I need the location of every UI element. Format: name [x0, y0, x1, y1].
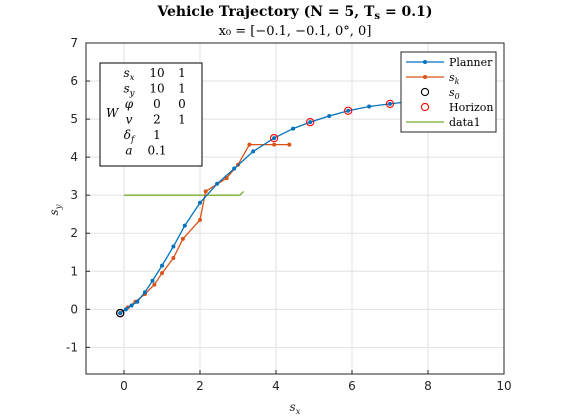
- weights-row-symbol: a: [125, 144, 132, 158]
- horizon-marker: [269, 133, 279, 143]
- y-tick-label: -1: [66, 340, 78, 354]
- series-point-sk: [203, 189, 208, 194]
- series-point-Planner: [182, 223, 187, 228]
- y-tick-label: 6: [70, 74, 78, 88]
- series-point-Planner: [135, 299, 140, 304]
- series-point-Planner: [160, 263, 164, 268]
- series-point-Planner: [198, 200, 202, 205]
- series-point-sk: [198, 217, 202, 222]
- series-point-Planner: [251, 149, 256, 154]
- weights-row-value-b: 1: [178, 113, 186, 127]
- series-point-Planner: [232, 166, 237, 171]
- series-point-Planner: [388, 101, 392, 106]
- series-point-sk: [180, 236, 185, 241]
- series-point-Planner: [129, 303, 134, 308]
- x-tick-label: 8: [424, 379, 432, 393]
- y-tick-label: 7: [70, 36, 78, 50]
- legend-label: sk: [449, 71, 460, 86]
- x-tick-label: 0: [120, 379, 128, 393]
- legend-circle: [420, 102, 430, 112]
- weights-row-value-a: 10: [149, 66, 164, 80]
- series-point-sk: [287, 142, 292, 147]
- series-point-sk: [272, 142, 277, 147]
- weights-row-value-a: 1: [153, 128, 161, 142]
- weights-row-value-b: 0: [178, 97, 186, 111]
- legend-dot: [423, 75, 427, 79]
- weights-row-value-a: 0.1: [147, 144, 166, 158]
- weights-row-value-a: 2: [153, 113, 161, 127]
- s0-marker: [115, 308, 125, 318]
- legend-box: [400, 51, 497, 133]
- series-point-Planner: [308, 120, 313, 125]
- horizon-marker: [344, 106, 353, 115]
- series-point-sk: [247, 142, 252, 147]
- series-point-sk: [152, 282, 157, 287]
- weights-row-symbol: sy: [123, 82, 134, 99]
- series-line-data1: [124, 190, 245, 196]
- y-tick-label: 5: [70, 112, 78, 126]
- weights-row-symbol: φ: [125, 97, 134, 111]
- series-point-Planner: [346, 108, 351, 113]
- legend-label: s0: [449, 86, 460, 101]
- series-point-Planner: [291, 126, 296, 131]
- weights-label: W: [106, 106, 120, 120]
- legend-label: data1: [449, 116, 481, 129]
- y-axis-label: sy: [47, 204, 64, 215]
- series-point-Planner: [142, 290, 147, 295]
- series-point-Planner: [150, 278, 155, 283]
- series-point-Planner: [123, 307, 128, 312]
- weights-row-value-b: 1: [178, 82, 186, 96]
- weights-row-symbol: v: [126, 113, 133, 127]
- y-tick-label: 4: [70, 150, 78, 164]
- weights-row-symbol: δf: [124, 128, 136, 145]
- weights-row-value-a: 10: [149, 82, 164, 96]
- horizon-marker: [385, 99, 395, 109]
- y-tick-label: 3: [70, 188, 78, 202]
- series-point-Planner: [171, 244, 176, 249]
- plot-data: [115, 98, 430, 318]
- weights-row-value-b: 1: [178, 66, 186, 80]
- x-tick-label: 4: [272, 379, 280, 393]
- legend-dot: [423, 60, 427, 64]
- x-tick-label: 2: [196, 379, 204, 393]
- series-point-sk: [171, 255, 176, 260]
- chart-subtitle: x₀ = [−0.1, −0.1, 0°, 0]: [219, 24, 372, 39]
- weights-row-value-a: 0: [153, 97, 161, 111]
- chart-title: Vehicle Trajectory (N = 5, Ts = 0.1): [156, 4, 432, 22]
- horizon-marker: [306, 117, 315, 127]
- legend-circle: [420, 87, 430, 97]
- weights-row-symbol: sx: [123, 66, 134, 83]
- series-point-Planner: [272, 136, 277, 141]
- x-tick-label: 6: [348, 379, 356, 393]
- weights-table: Wsx 10 1sy 10 1φ 0 0v 2 1δf 1a 0.1: [99, 62, 203, 167]
- y-tick-label: 2: [70, 226, 78, 240]
- axes-box: [85, 42, 505, 375]
- series-point-sk: [160, 271, 164, 276]
- series-point-Planner: [327, 114, 332, 119]
- x-axis-label: sx: [289, 400, 300, 417]
- series-line-Planner: [119, 99, 429, 314]
- x-tick-label: 10: [496, 379, 511, 393]
- series-point-Planner: [215, 181, 220, 186]
- series-point-Planner: [118, 311, 123, 316]
- series-point-Planner: [367, 104, 372, 109]
- y-tick-label: 0: [70, 302, 78, 316]
- legend-label: Planner: [449, 56, 493, 69]
- weights-table-box: [99, 62, 203, 167]
- series-line-sk: [119, 143, 290, 314]
- legend-label: Horizon: [449, 101, 494, 114]
- y-tick-label: 1: [70, 264, 78, 278]
